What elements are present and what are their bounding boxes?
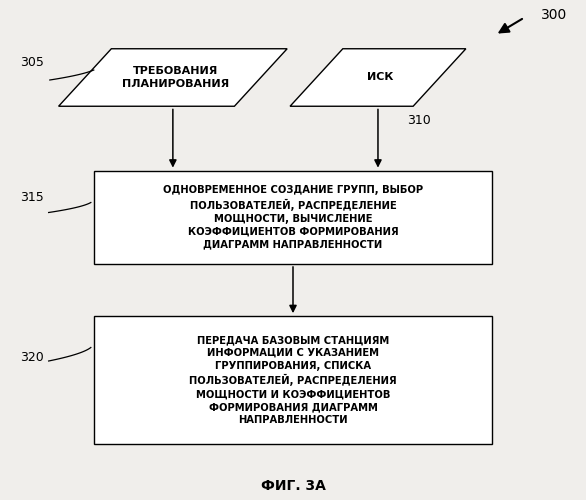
Text: 315: 315	[21, 191, 45, 204]
Text: 305: 305	[21, 56, 45, 69]
Text: ФИГ. 3А: ФИГ. 3А	[261, 479, 325, 493]
Polygon shape	[59, 49, 287, 106]
Bar	[94, 171, 492, 264]
Text: 320: 320	[21, 351, 45, 364]
Text: 300: 300	[541, 8, 567, 22]
Text: ПЕРЕДАЧА БАЗОВЫМ СТАНЦИЯМ
ИНФОРМАЦИИ С УКАЗАНИЕМ
ГРУППИРОВАНИЯ, СПИСКА
ПОЛЬЗОВАТ: ПЕРЕДАЧА БАЗОВЫМ СТАНЦИЯМ ИНФОРМАЦИИ С У…	[189, 335, 397, 425]
Text: ОДНОВРЕМЕННОЕ СОЗДАНИЕ ГРУПП, ВЫБОР
ПОЛЬЗОВАТЕЛЕЙ, РАСПРЕДЕЛЕНИЕ
МОЩНОСТИ, ВЫЧИС: ОДНОВРЕМЕННОЕ СОЗДАНИЕ ГРУПП, ВЫБОР ПОЛЬ…	[163, 186, 423, 250]
Text: ИСК: ИСК	[367, 72, 394, 83]
Text: 310: 310	[407, 114, 431, 126]
Bar	[94, 316, 492, 444]
Polygon shape	[290, 49, 466, 106]
Text: ТРЕБОВАНИЯ
ПЛАНИРОВАНИЯ: ТРЕБОВАНИЯ ПЛАНИРОВАНИЯ	[122, 66, 229, 88]
